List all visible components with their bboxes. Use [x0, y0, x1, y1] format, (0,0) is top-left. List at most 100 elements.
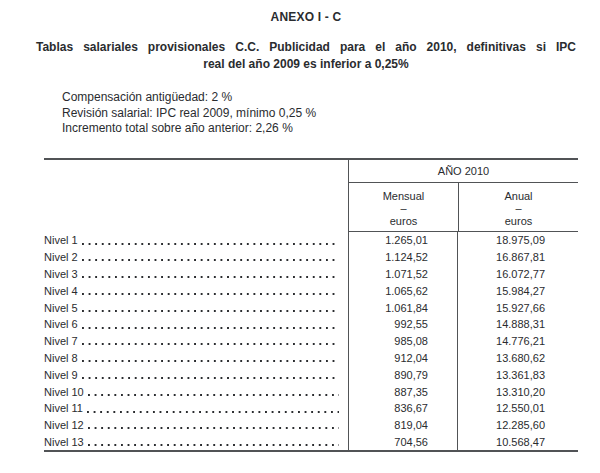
dot-leader	[80, 316, 339, 333]
column-unit: euros	[459, 215, 578, 227]
column-dash: –	[349, 202, 458, 215]
dot-leader	[80, 299, 339, 316]
table-row: Nivel 6 992,55 14.888,31	[44, 316, 578, 333]
document-subtitle: Tablas salariales provisionales C.C. Pub…	[36, 39, 576, 73]
row-label-cell: Nivel 10	[44, 383, 348, 400]
row-label: Nivel 7	[44, 335, 78, 347]
year-header: AÑO 2010	[349, 160, 578, 183]
row-label: Nivel 9	[44, 369, 78, 381]
anual-value: 16.072,77	[457, 266, 578, 283]
mensual-value: 836,67	[348, 400, 457, 417]
table-row: Nivel 11 836,67 12.550,01	[44, 400, 578, 417]
note-compensacion-antiguedad: Compensación antigüedad: 2 %	[62, 90, 316, 106]
mensual-value: 992,55	[348, 316, 457, 333]
row-label-cell: Nivel 11	[44, 400, 348, 417]
dot-leader	[80, 350, 339, 367]
note-revision-salarial: Revisión salarial: IPC real 2009, mínimo…	[62, 106, 316, 122]
anual-value: 13.680,62	[457, 350, 578, 367]
anual-value: 13.310,20	[457, 383, 578, 400]
table-body: Nivel 1 1.265,01 18.975,09 Nivel 2 1.124…	[44, 232, 578, 450]
row-label-cell: Nivel 7	[44, 333, 348, 350]
page-title: ANEXO I - C	[36, 10, 576, 24]
dot-leader	[86, 417, 339, 434]
column-header-mensual: Mensual – euros	[349, 183, 458, 231]
table-row: Nivel 1 1.265,01 18.975,09	[44, 232, 578, 249]
anual-value: 18.975,09	[457, 232, 578, 249]
mensual-value: 912,04	[348, 350, 457, 367]
mensual-value: 1.065,62	[348, 282, 457, 299]
mensual-value: 1.265,01	[348, 232, 457, 249]
anual-value: 12.285,60	[457, 417, 578, 434]
mensual-value: 890,79	[348, 366, 457, 383]
row-label: Nivel 5	[44, 302, 78, 314]
dot-leader	[86, 434, 339, 451]
column-unit: euros	[349, 215, 458, 227]
table-row: Nivel 10 887,35 13.310,20	[44, 383, 578, 400]
table-row: Nivel 5 1.061,84 15.927,66	[44, 299, 578, 316]
header-left-spacer	[44, 160, 348, 232]
table-row: Nivel 12 819,04 12.285,60	[44, 417, 578, 434]
column-label: Anual	[459, 190, 578, 202]
dot-leader	[80, 333, 339, 350]
row-label-cell: Nivel 13	[44, 434, 348, 451]
column-headers: Mensual – euros Anual – euros	[349, 183, 578, 232]
anual-value: 14.776,21	[457, 333, 578, 350]
row-label: Nivel 10	[44, 386, 84, 398]
table-row: Nivel 4 1.065,62 15.984,27	[44, 282, 578, 299]
anual-value: 10.568,47	[457, 434, 578, 451]
dot-leader	[80, 249, 339, 266]
note-incremento-total: Incremento total sobre año anterior: 2,2…	[62, 121, 316, 137]
mensual-value: 1.124,52	[348, 249, 457, 266]
row-label-cell: Nivel 5	[44, 299, 348, 316]
table-row: Nivel 8 912,04 13.680,62	[44, 350, 578, 367]
row-label: Nivel 11	[44, 402, 83, 414]
mensual-value: 1.071,52	[348, 266, 457, 283]
anual-value: 15.927,66	[457, 299, 578, 316]
salary-table: AÑO 2010 Mensual – euros Anual – euros	[44, 158, 578, 452]
dot-leader	[86, 383, 339, 400]
table-row: Nivel 3 1.071,52 16.072,77	[44, 266, 578, 283]
dot-leader	[85, 400, 339, 417]
row-label-cell: Nivel 12	[44, 417, 348, 434]
mensual-value: 819,04	[348, 417, 457, 434]
subtitle-line-2: real del año 2009 es inferior a 0,25%	[36, 56, 576, 73]
dot-leader	[80, 282, 339, 299]
row-label: Nivel 2	[44, 251, 78, 263]
notes-block: Compensación antigüedad: 2 % Revisión sa…	[62, 90, 316, 137]
row-label: Nivel 1	[44, 234, 78, 246]
table-row: Nivel 7 985,08 14.776,21	[44, 333, 578, 350]
table-row: Nivel 9 890,79 13.361,83	[44, 366, 578, 383]
header-right-section: AÑO 2010 Mensual – euros Anual – euros	[348, 160, 578, 232]
anual-value: 14.888,31	[457, 316, 578, 333]
anual-value: 16.867,81	[457, 249, 578, 266]
row-label: Nivel 3	[44, 268, 78, 280]
table-row: Nivel 13 704,56 10.568,47	[44, 434, 578, 451]
document-page: ANEXO I - C Tablas salariales provisiona…	[0, 0, 600, 473]
mensual-value: 1.061,84	[348, 299, 457, 316]
anual-value: 13.361,83	[457, 366, 578, 383]
mensual-value: 985,08	[348, 333, 457, 350]
column-dash: –	[459, 202, 578, 215]
row-label-cell: Nivel 8	[44, 350, 348, 367]
anual-value: 15.984,27	[457, 282, 578, 299]
row-label: Nivel 8	[44, 352, 78, 364]
dot-leader	[80, 232, 339, 249]
row-label-cell: Nivel 9	[44, 366, 348, 383]
table-row: Nivel 2 1.124,52 16.867,81	[44, 249, 578, 266]
row-label: Nivel 12	[44, 419, 84, 431]
column-header-anual: Anual – euros	[458, 183, 578, 231]
mensual-value: 704,56	[348, 434, 457, 451]
row-label-cell: Nivel 6	[44, 316, 348, 333]
column-label: Mensual	[349, 190, 458, 202]
anual-value: 12.550,01	[457, 400, 578, 417]
row-label-cell: Nivel 1	[44, 232, 348, 249]
row-label-cell: Nivel 2	[44, 249, 348, 266]
row-label-cell: Nivel 4	[44, 282, 348, 299]
dot-leader	[80, 266, 339, 283]
table-header: AÑO 2010 Mensual – euros Anual – euros	[44, 160, 578, 232]
subtitle-line-1: Tablas salariales provisionales C.C. Pub…	[36, 39, 576, 56]
row-label-cell: Nivel 3	[44, 266, 348, 283]
row-label: Nivel 6	[44, 318, 78, 330]
dot-leader	[80, 366, 339, 383]
row-label: Nivel 4	[44, 285, 78, 297]
